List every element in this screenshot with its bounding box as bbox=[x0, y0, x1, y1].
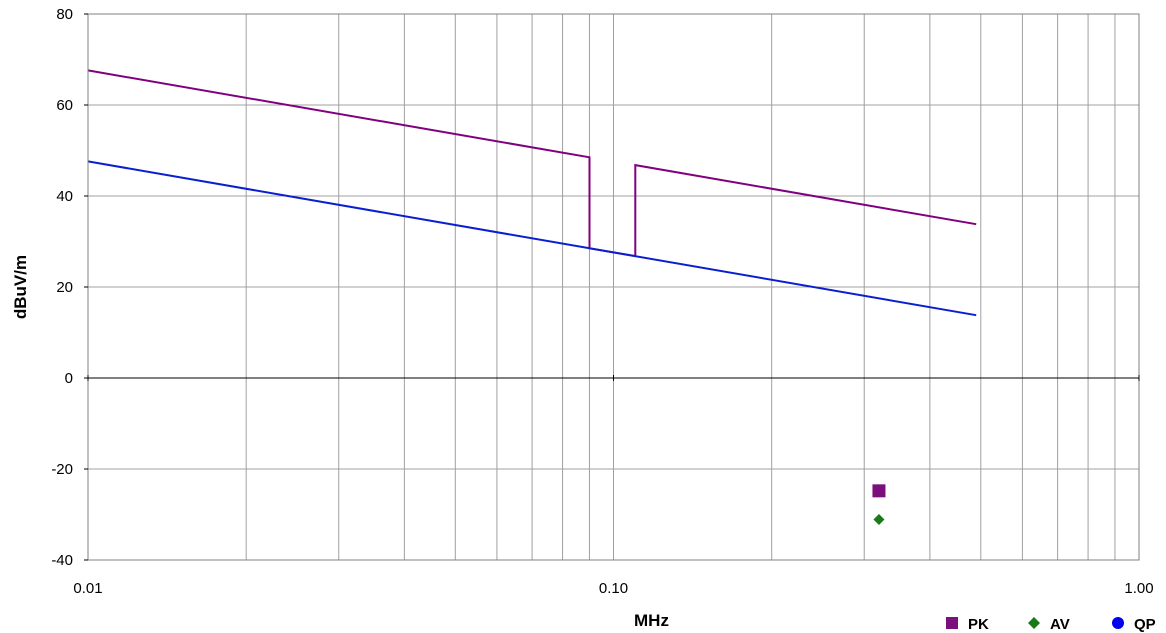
point-pk bbox=[872, 484, 886, 498]
legend-label-av: AV bbox=[1050, 616, 1070, 633]
legend-marker-av bbox=[1028, 617, 1040, 629]
legend-label-pk: PK bbox=[968, 616, 989, 633]
limit-line-2 bbox=[87, 160, 977, 317]
x-tick-label: 1.00 bbox=[1124, 580, 1153, 597]
x-tick-label: 0.10 bbox=[599, 580, 628, 597]
legend-label-qp: QP bbox=[1134, 616, 1156, 633]
x-axis-ticks: 0.01 0.10 1.00 bbox=[73, 375, 1154, 597]
limit-lines bbox=[87, 69, 977, 317]
x-axis-label: MHz bbox=[634, 611, 669, 630]
legend: PK AV QP bbox=[946, 616, 1156, 633]
y-tick-label: -20 bbox=[51, 461, 73, 478]
point-av bbox=[873, 514, 885, 526]
grid-lines bbox=[87, 13, 1140, 561]
y-axis-label: dBuV/m bbox=[11, 255, 30, 319]
y-axis-ticks: -40 -20 0 20 40 60 80 bbox=[51, 6, 88, 569]
y-tick-label: 40 bbox=[56, 188, 73, 205]
y-tick-label: 60 bbox=[56, 97, 73, 114]
legend-marker-pk bbox=[946, 617, 958, 629]
y-tick-label: 20 bbox=[56, 279, 73, 296]
data-points bbox=[872, 484, 886, 526]
x-tick-label: 0.01 bbox=[73, 580, 102, 597]
legend-marker-qp bbox=[1112, 617, 1124, 629]
y-tick-label: -40 bbox=[51, 552, 73, 569]
y-tick-label: 80 bbox=[56, 6, 73, 23]
y-tick-label: 0 bbox=[65, 370, 73, 387]
